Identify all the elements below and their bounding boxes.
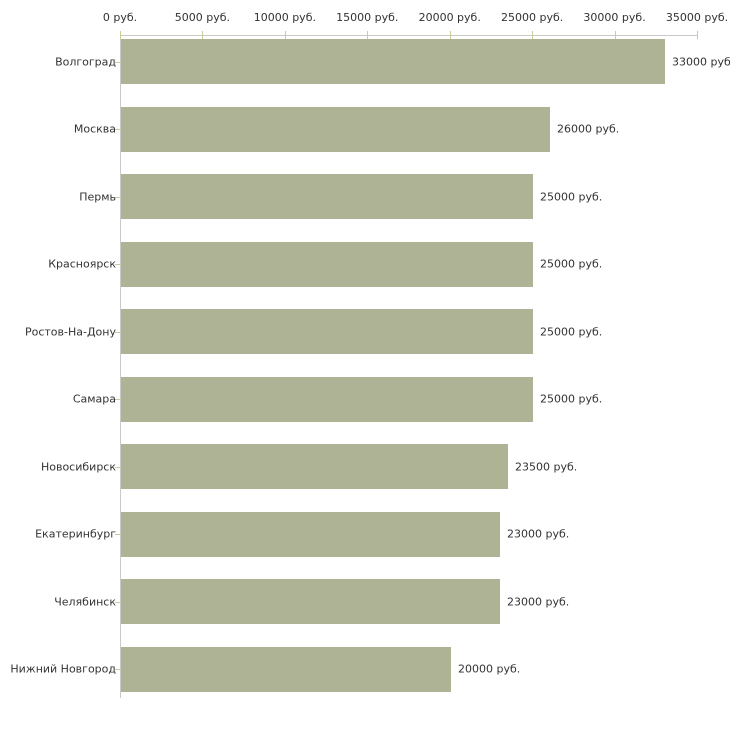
value-label: 26000 руб. (557, 122, 620, 136)
value-label: 25000 руб. (540, 392, 603, 406)
value-label: 23000 руб. (507, 527, 570, 541)
y-axis-line (120, 33, 121, 698)
category-tick (115, 332, 120, 333)
category-label: Самара (72, 392, 116, 406)
x-axis-tick-label: 0 руб. (102, 11, 138, 24)
bar (121, 174, 533, 219)
x-axis-tick (120, 31, 121, 39)
x-axis-line (120, 35, 698, 36)
category-label: Новосибирск (40, 460, 116, 473)
x-axis-tick (202, 31, 204, 39)
category-label: Пермь (79, 190, 116, 203)
x-axis-tick-label: 35000 руб. (665, 11, 729, 24)
value-label: 23500 руб. (515, 460, 578, 473)
category-tick (115, 264, 120, 265)
bar (121, 106, 550, 152)
value-label: 23000 руб. (507, 595, 570, 608)
category-label: Челябинск (54, 595, 116, 608)
x-axis-tick-label: 15000 руб. (336, 11, 399, 24)
category-tick (115, 129, 120, 130)
bar (121, 511, 500, 557)
category-label: Нижний Новгород (10, 662, 116, 676)
category-tick (115, 62, 120, 63)
category-label: Красноярск (48, 257, 116, 271)
bar (121, 579, 500, 624)
bar (121, 309, 533, 354)
x-axis-tick-label: 25000 руб. (501, 11, 564, 24)
value-label: 25000 руб. (540, 190, 603, 203)
x-axis-tick-label: 5000 руб. (174, 11, 231, 24)
bar (121, 241, 533, 287)
category-tick (115, 467, 120, 468)
x-axis-tick (449, 31, 451, 39)
bar (121, 376, 533, 422)
category-label: Екатеринбург (35, 527, 116, 541)
category-label: Москва (73, 122, 116, 136)
x-axis-tick (614, 31, 616, 39)
bar (121, 39, 665, 84)
category-label: Ростов-На-Дону (24, 325, 116, 338)
category-tick (115, 399, 120, 400)
category-tick (115, 534, 120, 535)
x-axis-tick-label: 10000 руб. (253, 11, 316, 24)
value-label: 25000 руб. (540, 325, 603, 338)
value-label: 33000 руб (672, 55, 730, 68)
bar (121, 444, 508, 489)
category-tick (115, 197, 120, 198)
x-axis-tick (367, 31, 369, 39)
value-label: 20000 руб. (458, 662, 521, 676)
category-tick (115, 669, 120, 670)
x-axis-tick (697, 31, 698, 39)
bar (121, 646, 451, 692)
x-axis-tick (284, 31, 286, 39)
value-label: 25000 руб. (540, 257, 603, 271)
category-tick (115, 602, 120, 603)
x-axis-tick-label: 30000 руб. (583, 11, 646, 24)
x-axis-tick-label: 20000 руб. (418, 11, 481, 24)
x-axis-tick (532, 31, 534, 39)
category-label: Волгоград (55, 55, 116, 68)
